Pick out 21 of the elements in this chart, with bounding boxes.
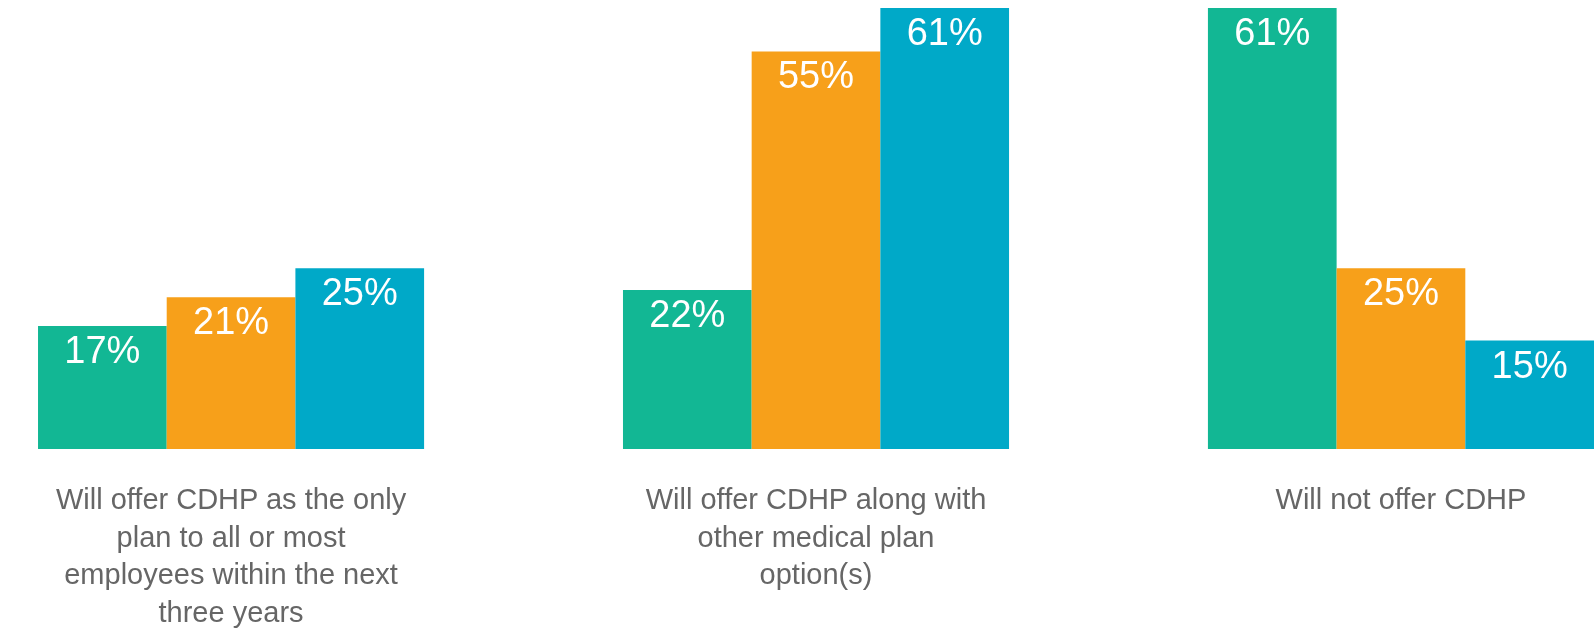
data-label: 17% bbox=[64, 329, 141, 372]
bar bbox=[38, 326, 167, 449]
bar bbox=[880, 8, 1010, 449]
x-tick-label: Will not offer CDHP bbox=[1275, 483, 1527, 515]
data-label: 55% bbox=[777, 54, 855, 97]
bar bbox=[295, 268, 425, 449]
data-label: 22% bbox=[649, 292, 726, 335]
bar bbox=[1465, 340, 1594, 449]
x-tick-label: Will offer CDHP along with other medical plan option(s) bbox=[645, 483, 987, 591]
data-label: 15% bbox=[1491, 343, 1568, 386]
bar bbox=[622, 289, 752, 449]
data-label: 25% bbox=[321, 271, 398, 314]
data-label: 61% bbox=[906, 11, 983, 53]
bar bbox=[751, 51, 881, 449]
data-label: 61% bbox=[1234, 11, 1311, 53]
bar bbox=[1336, 268, 1466, 449]
x-tick-label: Will offer CDHP as the only plan to all or most employees within the next three years bbox=[55, 483, 407, 629]
bar bbox=[1207, 8, 1337, 449]
data-label: 21% bbox=[193, 300, 270, 343]
data-label: 25% bbox=[1362, 271, 1439, 314]
bar bbox=[166, 297, 296, 449]
